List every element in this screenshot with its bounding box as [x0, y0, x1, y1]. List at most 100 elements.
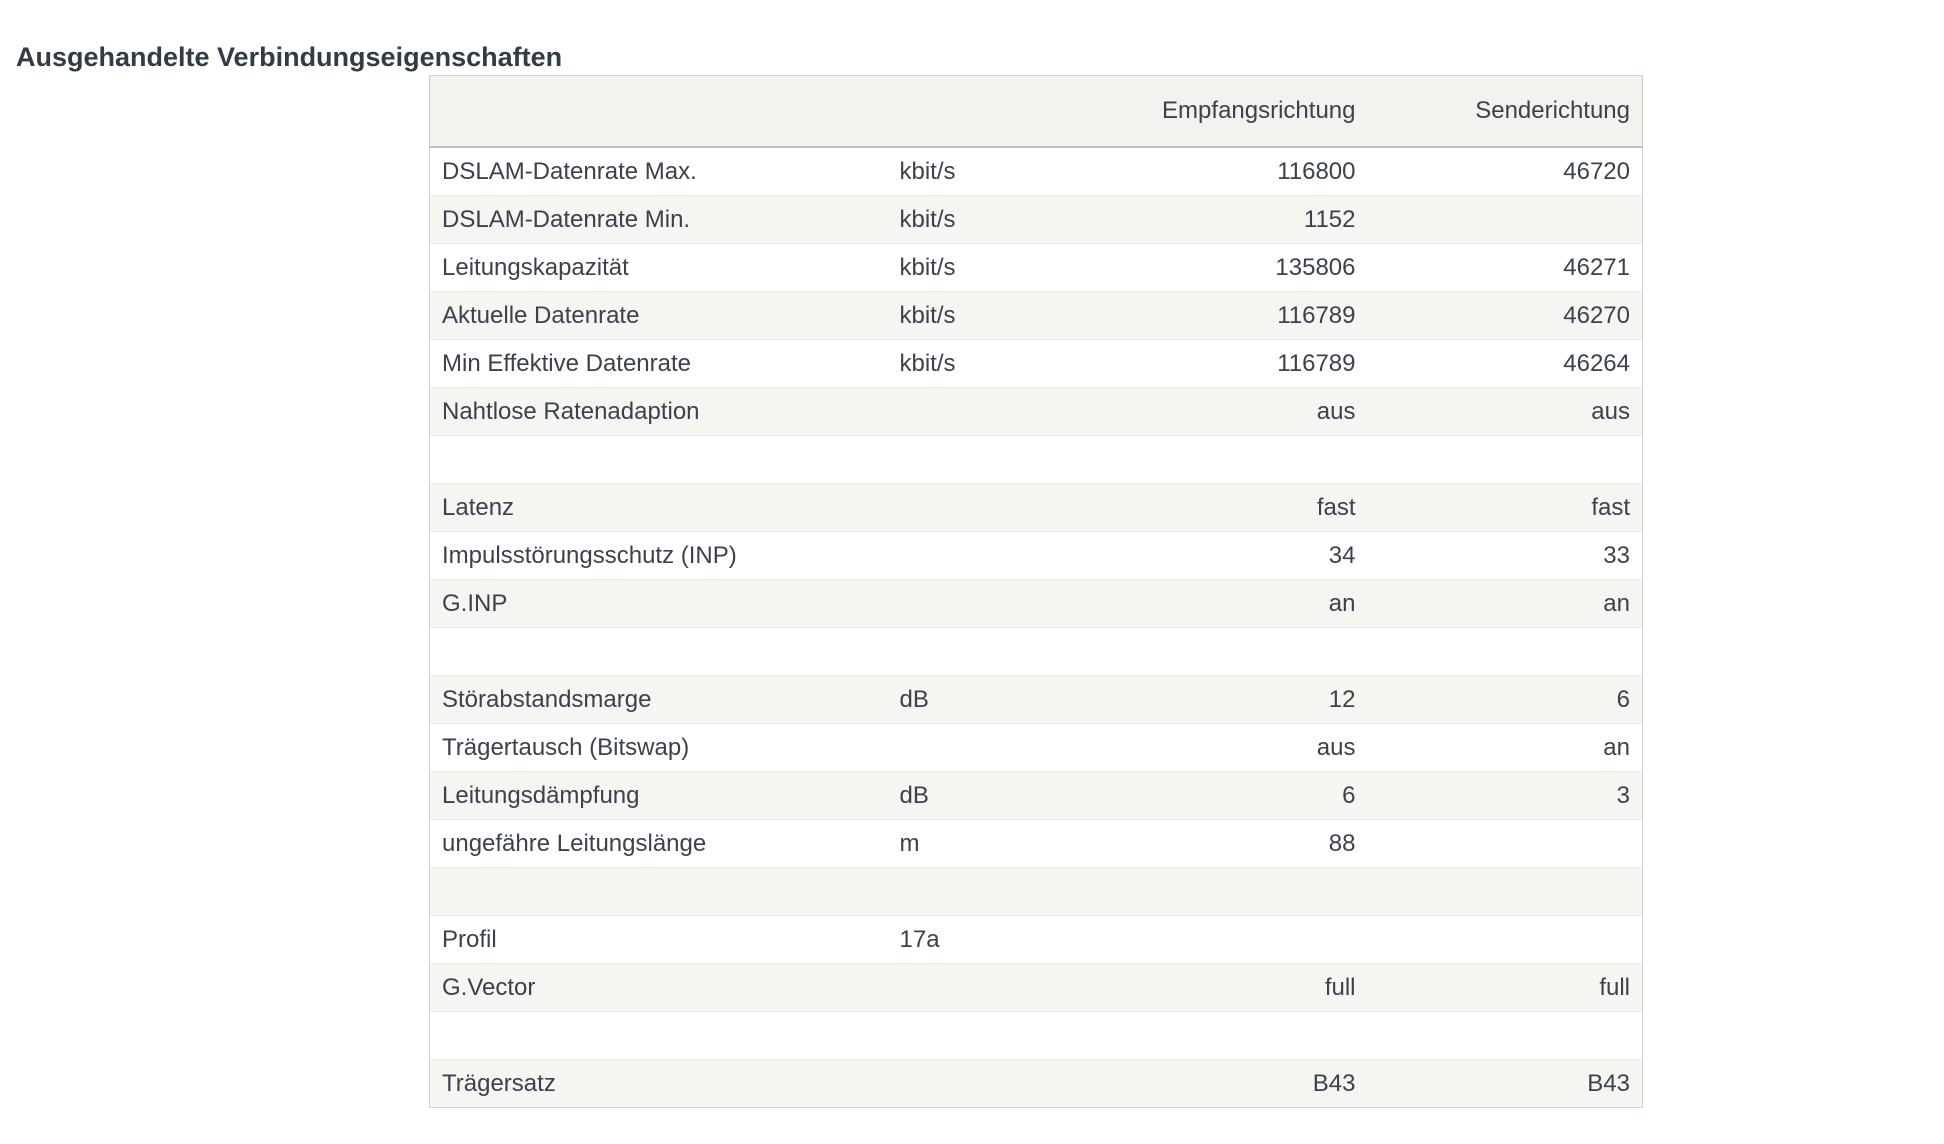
- row-unit-cell: [888, 580, 1093, 628]
- row-tx-cell: full: [1599, 973, 1630, 1001]
- row-rx-cell: 116800: [1277, 157, 1356, 185]
- column-header-senderichtung: Senderichtung: [1367, 75, 1643, 148]
- row-rx-cell: 116789: [1277, 349, 1356, 377]
- row-tx-cell: an: [1603, 589, 1630, 617]
- row-unit-cell: m: [899, 829, 920, 857]
- row-label-cell: Leitungskapazität: [442, 253, 629, 281]
- row-unit-cell: [888, 868, 1093, 916]
- row-label-cell: Leitungsdämpfung: [442, 781, 640, 809]
- row-label-cell: G.Vector: [442, 973, 536, 1001]
- row-label-cell: Profil: [442, 925, 497, 953]
- row-rx-cell: an: [1328, 589, 1356, 617]
- row-tx-cell: 46270: [1563, 301, 1630, 329]
- row-tx-cell: fast: [1591, 493, 1630, 521]
- row-rx-cell: [1093, 628, 1368, 676]
- row-tx-cell: 46720: [1563, 157, 1630, 185]
- row-rx-cell: 34: [1328, 541, 1356, 569]
- row-unit-cell: [888, 436, 1093, 484]
- table-row: Trägertausch (Bitswap) aus an: [429, 724, 1643, 772]
- table-row: Trägersatz B43 B43: [429, 1059, 1643, 1108]
- row-label-cell: Min Effektive Datenrate: [442, 349, 692, 377]
- row-unit-cell: 17a: [899, 925, 940, 953]
- row-label-cell: Nahtlose Ratenadaption: [442, 397, 700, 425]
- row-label-cell: [430, 1012, 888, 1060]
- row-tx-cell: 46264: [1563, 349, 1630, 377]
- row-rx-cell: B43: [1312, 1069, 1356, 1097]
- page-title: Ausgehandelte Verbindungseigenschaften: [16, 42, 563, 73]
- row-rx-cell: full: [1324, 973, 1356, 1001]
- row-label-cell: [430, 628, 888, 676]
- row-unit-cell: kbit/s: [899, 301, 956, 329]
- row-rx-cell: [1093, 868, 1368, 916]
- table-row: DSLAM-Datenrate Min. kbit/s 1152: [429, 195, 1643, 244]
- row-label-cell: [430, 436, 888, 484]
- table-row: Störabstandsmarge dB 12 6: [429, 675, 1643, 724]
- table-row: Min Effektive Datenrate kbit/s 116789 46…: [429, 340, 1643, 388]
- header-row: Empfangsrichtung Senderichtung: [429, 75, 1643, 148]
- row-tx-cell: B43: [1587, 1069, 1630, 1097]
- row-tx-cell: aus: [1591, 397, 1630, 425]
- row-rx-cell: [1093, 436, 1368, 484]
- row-unit-cell: [888, 1060, 1093, 1108]
- row-rx-cell: 12: [1328, 685, 1356, 713]
- row-label-cell: [430, 868, 888, 916]
- row-rx-cell: 6: [1342, 781, 1356, 809]
- row-tx-cell: [1368, 820, 1643, 868]
- row-tx-cell: [1368, 196, 1643, 244]
- row-tx-cell: [1368, 916, 1643, 964]
- row-tx-cell: [1368, 436, 1643, 484]
- row-unit-cell: kbit/s: [899, 253, 956, 281]
- row-tx-cell: 33: [1603, 541, 1630, 569]
- row-label-cell: Trägertausch (Bitswap): [442, 733, 690, 761]
- table-row: G.Vector full full: [429, 963, 1643, 1012]
- table-row: Aktuelle Datenrate kbit/s 116789 46270: [429, 291, 1643, 340]
- row-rx-cell: aus: [1316, 733, 1356, 761]
- table-row: G.INP an an: [429, 579, 1643, 628]
- table-row: Nahtlose Ratenadaption aus aus: [429, 387, 1643, 436]
- row-label-cell: Latenz: [442, 493, 515, 521]
- column-header-unit: [887, 75, 1093, 148]
- row-unit-cell: kbit/s: [899, 349, 956, 377]
- row-unit-cell: [888, 964, 1093, 1012]
- row-tx-cell: an: [1603, 733, 1630, 761]
- table-row: Profil 17a: [429, 916, 1643, 964]
- row-rx-cell: [1093, 1012, 1368, 1060]
- row-tx-cell: [1368, 868, 1643, 916]
- row-label-cell: Aktuelle Datenrate: [442, 301, 640, 329]
- row-label-cell: ungefähre Leitungslänge: [442, 829, 707, 857]
- table-body: DSLAM-Datenrate Max. kbit/s 116800 46720…: [429, 147, 1643, 1108]
- row-rx-cell: 116789: [1277, 301, 1356, 329]
- row-rx-cell: aus: [1316, 397, 1356, 425]
- row-unit-cell: [888, 532, 1093, 580]
- column-header-empfangsrichtung: Empfangsrichtung: [1092, 75, 1368, 148]
- connection-properties-table: Empfangsrichtung Senderichtung DSLAM-Dat…: [429, 75, 1643, 1108]
- row-rx-cell: 135806: [1275, 253, 1356, 281]
- table-header: Empfangsrichtung Senderichtung: [429, 75, 1643, 148]
- row-unit-cell: [888, 484, 1093, 532]
- table-row: Leitungsdämpfung dB 6 3: [429, 771, 1643, 820]
- row-unit-cell: [888, 1012, 1093, 1060]
- row-tx-cell: 6: [1616, 685, 1630, 713]
- table-row-spacer: [429, 1012, 1643, 1060]
- table-row-spacer: [429, 628, 1643, 676]
- row-unit-cell: [888, 628, 1093, 676]
- row-unit-cell: kbit/s: [899, 157, 956, 185]
- row-rx-cell: fast: [1316, 493, 1356, 521]
- row-unit-cell: dB: [899, 685, 929, 713]
- table-row: Impulsstörungsschutz (INP) 34 33: [429, 532, 1643, 580]
- column-header-label: [429, 75, 888, 148]
- row-tx-cell: [1368, 1012, 1643, 1060]
- table-row: ungefähre Leitungslänge m 88: [429, 820, 1643, 868]
- row-rx-cell: [1093, 916, 1368, 964]
- row-unit-cell: [888, 388, 1093, 436]
- row-tx-cell: 46271: [1563, 253, 1630, 281]
- row-label-cell: Störabstandsmarge: [442, 685, 652, 713]
- row-label-cell: DSLAM-Datenrate Max.: [442, 157, 697, 185]
- row-rx-cell: 88: [1328, 829, 1356, 857]
- row-label-cell: G.INP: [442, 589, 508, 617]
- row-label-cell: Impulsstörungsschutz (INP): [442, 541, 737, 569]
- row-rx-cell: 1152: [1303, 205, 1356, 233]
- row-tx-cell: [1368, 628, 1643, 676]
- table-row-spacer: [429, 867, 1643, 916]
